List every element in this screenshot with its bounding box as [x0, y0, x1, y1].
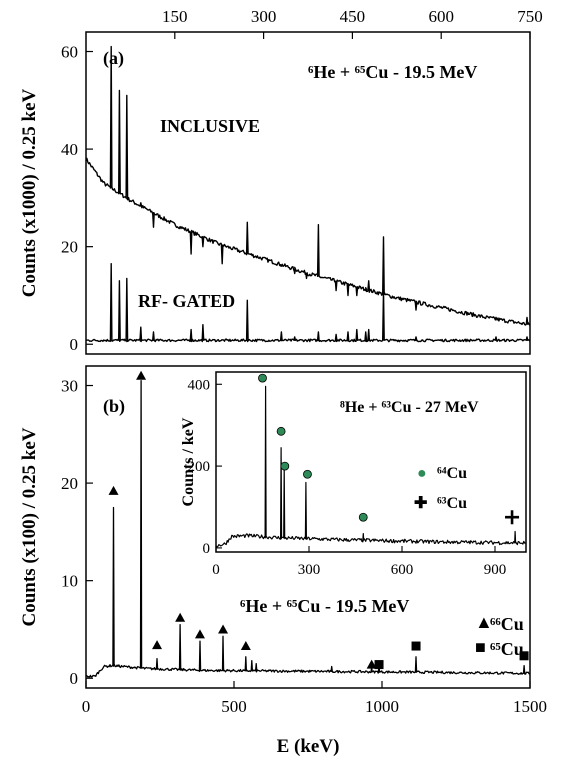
y-tick-label: 60	[61, 43, 78, 62]
panel-b-y-label: Counts (x100) / 0.25 keV	[19, 427, 40, 626]
cu64-marker	[276, 426, 286, 436]
inset-legend-cu63-symbol: ✚	[414, 495, 427, 512]
cu66-marker	[218, 624, 229, 634]
inset-y-ticks: 0 200 400	[188, 377, 222, 557]
cu65-marker	[519, 651, 529, 661]
panel-a-label: (a)	[103, 48, 124, 69]
panel-b-frame	[85, 365, 531, 689]
x-tick-label: 0	[82, 697, 91, 716]
inset-y-tick-label: 200	[188, 459, 211, 475]
panel-b-label: (b)	[103, 396, 125, 417]
x-tick-label: 1500	[513, 697, 547, 716]
inset-x-tick-label: 0	[212, 562, 220, 578]
inset-x-tick-label: 900	[484, 562, 507, 578]
x-tick-label: 1000	[365, 697, 399, 716]
y-tick-label: 0	[70, 669, 79, 688]
cu63-marker	[505, 510, 520, 525]
cu64-marker	[303, 469, 312, 479]
panel-b: 0 500 1000 1500 0 10 20 30 (b) ⁶He + ⁶⁵Cu - 19…	[19, 365, 547, 757]
rf-gated-spectrum-line	[85, 263, 531, 343]
panel-b-markers	[108, 370, 529, 670]
panel-b-trace	[85, 379, 531, 678]
inset-y-label: Counts / keV	[180, 417, 197, 506]
y-tick-label: 20	[61, 238, 78, 257]
y-tick-label: 10	[61, 572, 78, 591]
series-label-rf-gated: RF- GATED	[138, 291, 235, 311]
panel-a-frame	[85, 31, 531, 355]
y-tick-label: 20	[61, 474, 78, 493]
panel-a-y-ticks: 0 20 40 60	[61, 43, 93, 354]
inset-markers	[258, 373, 520, 525]
cu66-marker	[108, 485, 119, 495]
cu66-marker	[194, 629, 205, 639]
cu66-marker	[136, 370, 147, 380]
inset-legend-cu64-symbol: ●	[417, 465, 427, 482]
inset-title: ⁸He + ⁶³Cu - 27 MeV	[340, 399, 479, 416]
top-axis-tick-label: 150	[162, 7, 188, 26]
inset-trace	[215, 385, 526, 548]
cu66-marker	[240, 641, 251, 651]
inset-x-ticks: 0 300 600 900	[212, 546, 506, 578]
cu64-marker	[258, 373, 267, 383]
inset-legend-cu64-label: ⁶⁴Cu	[437, 465, 467, 482]
cu66-marker	[175, 612, 186, 622]
inset-y-tick-label: 0	[203, 541, 211, 557]
cu65-marker	[411, 641, 421, 651]
legend-cu65-label: ⁶⁵Cu	[490, 639, 524, 659]
x-tick-label: 500	[221, 697, 247, 716]
legend-cu66-label: ⁶⁶Cu	[490, 614, 524, 634]
panel-a: 150 300 450 600 750 0 20 40 60 (a) ⁶He + ⁶⁵Cu -…	[19, 7, 543, 355]
panel-b-x-ticks: 0 500 1000 1500	[82, 681, 547, 716]
top-axis-tick-label: 450	[340, 7, 366, 26]
cu64-marker	[358, 512, 368, 522]
top-axis-ticks: 150 300 450 600 750	[162, 7, 543, 39]
inset-plot: 0 300 600 900 0 200 400 ⁸He + ⁶³Cu - 27 MeV C…	[180, 371, 527, 578]
inset-frame	[215, 371, 527, 553]
y-tick-label: 40	[61, 140, 78, 159]
y-tick-label: 30	[61, 377, 78, 396]
legend-cu66-symbol: ▲	[475, 612, 493, 632]
x-axis-label: E (keV)	[277, 736, 340, 757]
cu64-marker	[280, 461, 290, 471]
top-axis-tick-label: 600	[428, 7, 454, 26]
inset-x-tick-label: 600	[391, 562, 414, 578]
inclusive-spectrum-line	[85, 45, 531, 326]
panel-b-y-ticks: 0 10 20 30	[61, 377, 93, 688]
panel-a-traces	[85, 45, 531, 343]
inset-x-tick-label: 300	[298, 562, 321, 578]
cu65-marker	[374, 660, 384, 670]
top-axis-tick-label: 300	[251, 7, 277, 26]
cu66-marker	[366, 659, 377, 669]
panel-b-title: ⁶He + ⁶⁵Cu - 19.5 MeV	[240, 596, 409, 616]
y-tick-label: 0	[70, 335, 79, 354]
legend-cu65-symbol: ■	[475, 637, 486, 657]
cu66-marker	[152, 640, 163, 650]
top-axis-tick-label: 750	[517, 7, 543, 26]
series-label-inclusive: INCLUSIVE	[160, 116, 260, 136]
inset-spectrum-line	[215, 385, 526, 548]
inset-legend-cu63-label: ⁶³Cu	[437, 495, 467, 512]
panel-a-title: ⁶He + ⁶⁵Cu - 19.5 MeV	[308, 62, 477, 82]
inset-y-tick-label: 400	[188, 377, 211, 393]
panel-b-spectrum-line	[85, 379, 531, 678]
panel-a-y-label: Counts (x1000) / 0.25 keV	[19, 88, 40, 297]
